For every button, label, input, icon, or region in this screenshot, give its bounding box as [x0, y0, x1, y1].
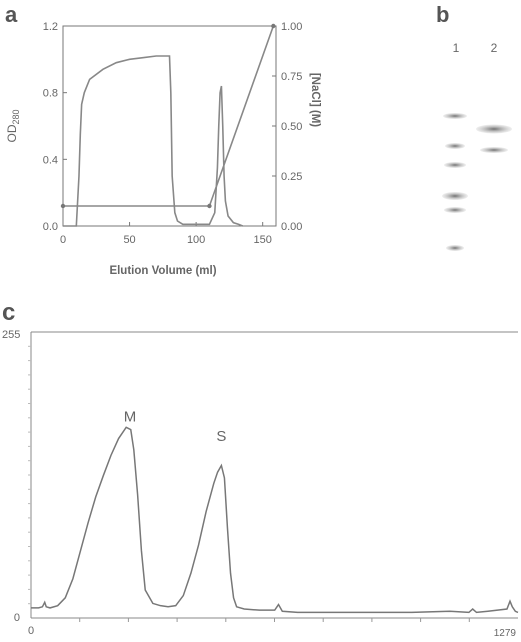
y-tick-label-right-a: 0.50	[281, 121, 302, 133]
y-tick-label-c: 255	[2, 329, 20, 341]
x-tick-label-c: 1279	[494, 628, 517, 639]
y-tick-label-right-a: 1.00	[281, 21, 302, 33]
gel-band-lane2	[480, 147, 508, 153]
x-tick-label-a: 150	[254, 234, 272, 246]
nacl-point	[271, 23, 276, 29]
densitometry-trace	[31, 426, 519, 614]
gel-band-lane1	[446, 245, 464, 251]
y-tick-label-right-a: 0.75	[281, 71, 302, 83]
y-tick-label-c: 0	[14, 612, 20, 624]
y-axis-label-left-a: OD280	[5, 109, 21, 142]
y-axis-label-right-a: [NaCl] (M)	[309, 73, 321, 127]
gel-band-lane1	[444, 162, 466, 168]
gel-band-lane1	[442, 192, 468, 200]
y-tick-label-a: 0.0	[43, 221, 58, 233]
densitometry-chart: 0 255 0 1279 M S	[2, 329, 519, 639]
peak-label: S	[216, 428, 226, 445]
y-tick-label-a: 1.2	[43, 21, 58, 33]
y-tick-label-right-a: 0.25	[281, 171, 302, 183]
y-tick-label-a: 0.4	[43, 154, 58, 166]
peak-label: M	[124, 409, 137, 426]
x-tick-label-a: 50	[123, 234, 135, 246]
nacl-point	[60, 203, 66, 209]
nacl-gradient-line	[63, 25, 275, 207]
x-axis-label-a: Elution Volume (ml)	[109, 265, 216, 277]
x-tick-label-a: 0	[60, 234, 66, 246]
elution-chart: 0 50 100 150 0.0 0.4 0.8 1.2 0.00 0.25 0.50 0.75 1.0…	[5, 21, 321, 277]
gel-band-lane1	[444, 207, 466, 213]
nacl-point	[207, 203, 212, 209]
lane-label-1: 1	[453, 41, 460, 55]
x-tick-label-a: 100	[187, 234, 205, 246]
y-tick-label-right-a: 0.00	[281, 221, 302, 233]
panel-letter-c: c	[2, 299, 15, 326]
y-tick-label-a: 0.8	[43, 88, 58, 100]
od280-trace	[63, 55, 244, 227]
x-tick-label-c: 0	[28, 625, 34, 637]
gel-band-lane2	[476, 124, 512, 134]
gel-image: 1 2	[442, 41, 512, 251]
panel-letter-b: b	[436, 2, 449, 27]
lane-label-2: 2	[491, 41, 498, 55]
gel-band-lane1	[445, 143, 465, 149]
panel-letter-a: a	[5, 2, 18, 27]
gel-band-lane1	[443, 113, 467, 119]
